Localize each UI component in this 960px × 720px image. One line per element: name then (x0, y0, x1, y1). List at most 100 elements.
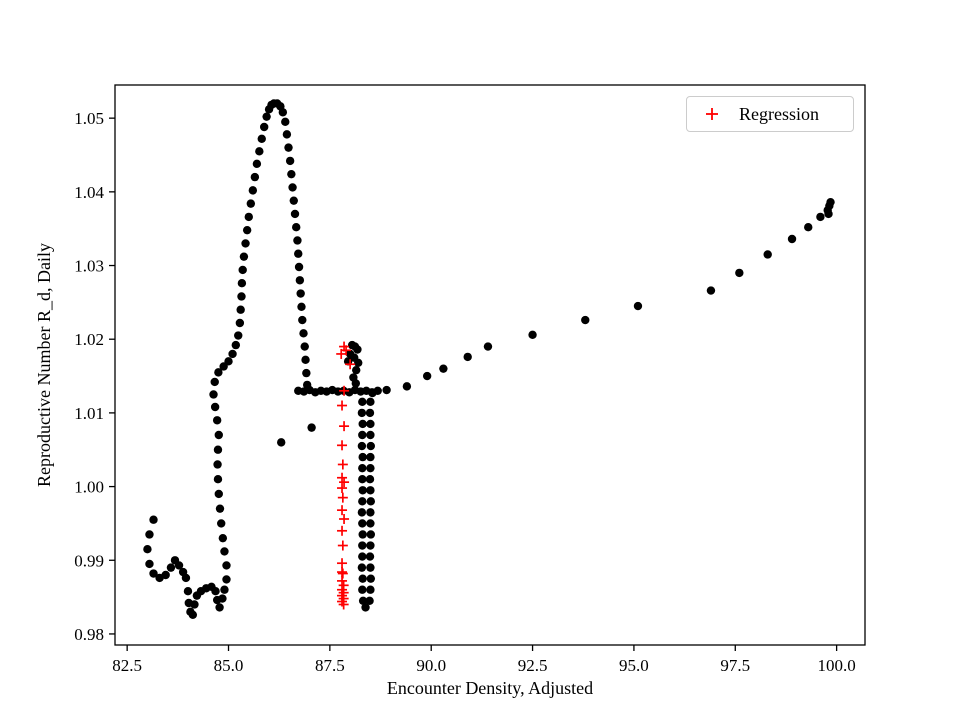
data-point (241, 239, 250, 248)
data-point (215, 504, 225, 513)
data-point (282, 130, 292, 139)
data-point (213, 460, 222, 469)
data-point (211, 587, 220, 596)
data-point (366, 563, 375, 572)
data-point (358, 452, 367, 462)
data-point (358, 596, 368, 605)
data-point (483, 342, 493, 351)
x-tick-label: 95.0 (619, 656, 649, 675)
data-point (581, 315, 590, 325)
data-point (357, 508, 367, 517)
data-point (237, 279, 247, 288)
data-point (212, 416, 222, 425)
data-point (463, 352, 472, 362)
data-point (358, 574, 367, 583)
data-point (220, 547, 229, 556)
data-point (214, 489, 223, 499)
data-point (281, 117, 290, 127)
y-tick-label: 1.04 (74, 183, 104, 202)
data-point (633, 301, 643, 311)
data-point (222, 561, 231, 570)
data-point (366, 519, 375, 528)
data-point (366, 430, 375, 440)
data-point (145, 559, 154, 569)
data-point (228, 349, 237, 359)
data-point (188, 610, 198, 619)
data-point (292, 223, 301, 232)
data-point (149, 515, 158, 524)
x-tick-label: 87.5 (315, 656, 345, 675)
data-point (246, 199, 256, 208)
data-point (402, 382, 412, 391)
data-point (236, 305, 245, 314)
data-point (293, 236, 302, 245)
data-point (706, 286, 716, 295)
data-point (183, 587, 193, 596)
data-point (213, 475, 223, 484)
legend-label: Regression (739, 103, 819, 124)
data-point (224, 357, 233, 366)
data-point (222, 575, 231, 584)
plus-marker-icon (706, 108, 718, 120)
data-point (365, 408, 375, 418)
y-tick-label: 1.00 (74, 478, 104, 497)
data-point (301, 355, 310, 365)
data-point (357, 441, 367, 451)
data-point (262, 112, 271, 121)
data-point (231, 340, 241, 350)
data-point (300, 342, 309, 351)
data-point (299, 329, 308, 338)
data-point (358, 463, 367, 473)
data-point (735, 268, 744, 278)
data-point (278, 108, 288, 117)
data-point (358, 430, 367, 440)
data-point (255, 147, 264, 156)
data-point (294, 262, 304, 272)
y-tick-label: 0.99 (74, 551, 104, 570)
data-point (422, 371, 432, 381)
y-tick-label: 1.03 (74, 257, 104, 276)
data-point (366, 574, 376, 583)
data-point (365, 552, 375, 561)
x-tick-label: 85.0 (214, 656, 244, 675)
data-point (365, 475, 375, 484)
data-point (290, 209, 300, 219)
data-point (366, 452, 375, 462)
data-point (210, 402, 220, 412)
data-point (218, 594, 227, 603)
data-point (285, 156, 295, 166)
data-point (237, 292, 246, 301)
data-point (366, 541, 375, 550)
data-point (213, 445, 223, 454)
plot-frame (114, 84, 866, 646)
data-point (302, 368, 311, 378)
data-point (366, 508, 375, 517)
data-point (214, 368, 223, 377)
data-point (358, 530, 367, 539)
data-point (215, 603, 224, 612)
data-point (297, 302, 306, 311)
data-point (366, 497, 376, 506)
y-tick-label: 1.02 (74, 330, 104, 349)
data-point (358, 519, 367, 528)
x-tick-label: 90.0 (416, 656, 446, 675)
data-point (289, 196, 298, 205)
y-axis-label: Reproductive Number R_d, Daily (34, 243, 54, 487)
data-point (217, 519, 226, 528)
data-point (284, 143, 293, 152)
data-point (366, 463, 375, 473)
data-point (528, 330, 537, 339)
data-point (161, 570, 170, 580)
x-tick-label: 82.5 (112, 656, 142, 675)
data-point (763, 250, 772, 259)
data-point (354, 358, 363, 367)
data-point (294, 249, 303, 258)
y-tick-label: 1.05 (74, 109, 104, 128)
data-point (358, 397, 367, 407)
y-tick-label: 1.01 (74, 404, 104, 423)
data-point (257, 134, 266, 143)
data-point (218, 533, 228, 543)
data-point (358, 419, 367, 429)
data-point (295, 276, 305, 285)
data-point (353, 345, 362, 354)
